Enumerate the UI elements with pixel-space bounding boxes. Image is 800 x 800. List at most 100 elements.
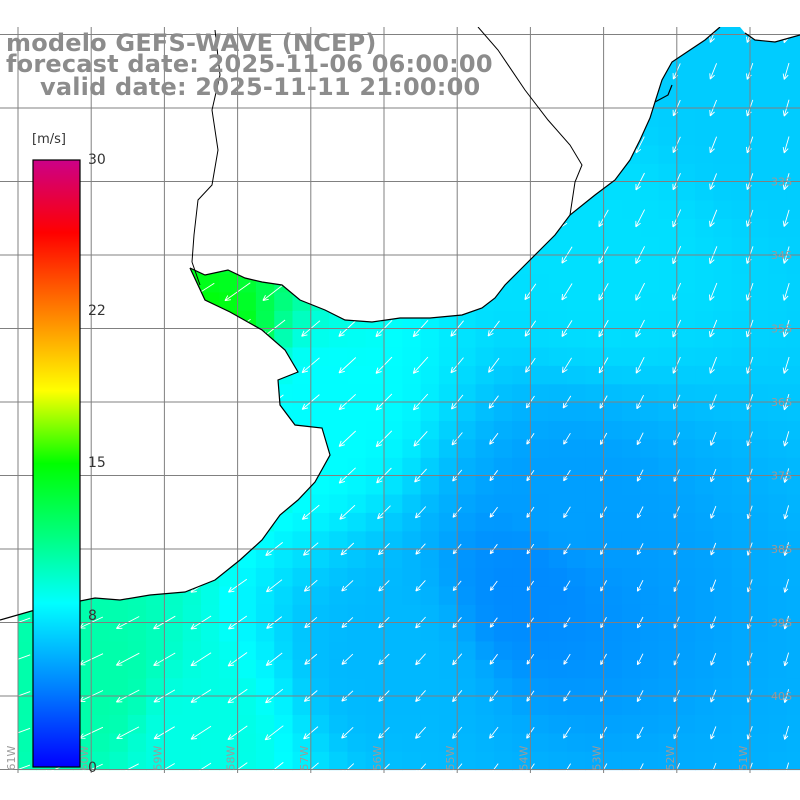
field-cell — [438, 640, 458, 660]
field-cell — [713, 714, 733, 734]
field-cell — [731, 493, 751, 513]
longitude-label: 60W — [78, 745, 91, 770]
field-cell — [567, 383, 586, 403]
field-cell — [347, 328, 367, 348]
field-cell — [384, 751, 403, 771]
field-cell — [365, 640, 385, 660]
field-cell — [402, 346, 422, 366]
field-cell — [219, 751, 239, 771]
field-cell — [274, 659, 294, 679]
field-cell — [530, 457, 550, 477]
field-cell — [146, 751, 165, 771]
field-cell — [713, 493, 733, 513]
field-cell — [585, 310, 605, 330]
field-cell — [658, 383, 678, 403]
field-cell — [438, 604, 458, 624]
field-cell — [713, 549, 733, 568]
wind-arrow — [782, 356, 790, 374]
field-cell — [768, 144, 788, 164]
field-cell — [750, 604, 769, 624]
field-cell — [731, 585, 751, 605]
field-cell — [384, 677, 403, 697]
wind-arrow — [339, 504, 356, 520]
field-cell — [548, 732, 568, 752]
field-cell — [768, 512, 788, 532]
field-cell — [182, 604, 202, 624]
field-cell — [713, 126, 733, 146]
field-cell — [768, 181, 788, 201]
field-cell — [127, 696, 147, 715]
field-cell — [365, 659, 385, 679]
field-cell — [713, 273, 733, 293]
field-cell — [658, 622, 678, 642]
field-cell — [457, 659, 477, 679]
field-cell — [310, 365, 330, 385]
field-cell — [621, 512, 641, 532]
longitude-label: 56W — [371, 745, 384, 770]
field-cell — [420, 549, 440, 568]
field-cell — [621, 732, 641, 752]
field-cell — [365, 567, 385, 587]
wind-arrow — [709, 209, 718, 228]
field-cell — [475, 549, 495, 568]
field-cell — [750, 549, 769, 568]
field-cell — [603, 493, 623, 513]
field-cell — [457, 677, 477, 697]
field-cell — [731, 291, 751, 311]
field-cell — [182, 696, 202, 715]
field-cell — [676, 163, 696, 183]
field-cell — [182, 714, 202, 734]
field-cell — [91, 659, 111, 679]
field-cell — [713, 622, 733, 642]
field-cell — [146, 604, 165, 624]
longitude-label: 51W — [737, 745, 750, 770]
field-cell — [109, 659, 129, 679]
field-cell — [219, 291, 239, 311]
field-cell — [384, 659, 403, 679]
field-cell — [512, 291, 531, 311]
field-cell — [585, 420, 605, 440]
field-cell — [255, 640, 275, 660]
field-cell — [567, 402, 586, 421]
field-cell — [768, 732, 788, 752]
field-cell — [640, 291, 660, 311]
field-cell — [365, 677, 385, 697]
field-cell — [512, 273, 531, 293]
field-cell — [676, 71, 696, 91]
latitude-label: 36S — [771, 396, 792, 409]
field-cell — [567, 604, 586, 624]
field-cell — [255, 677, 275, 697]
field-cell — [676, 567, 696, 587]
field-cell — [512, 622, 531, 642]
field-cell — [567, 218, 586, 238]
field-cell — [768, 549, 788, 568]
field-cell — [310, 659, 330, 679]
field-cell — [402, 383, 422, 403]
field-cell — [676, 273, 696, 293]
field-cell — [658, 751, 678, 771]
field-cell — [621, 696, 641, 715]
field-cell — [201, 696, 220, 715]
field-cell — [219, 677, 239, 697]
field-cell — [676, 604, 696, 624]
field-cell — [768, 475, 788, 495]
field-cell — [713, 34, 733, 54]
field-cell — [768, 457, 788, 477]
field-cell — [658, 255, 678, 274]
field-cell — [493, 732, 513, 752]
field-cell — [420, 696, 440, 715]
field-cell — [585, 291, 605, 311]
field-cell — [530, 493, 550, 513]
field-cell — [676, 659, 696, 679]
field-cell — [585, 585, 605, 605]
field-cell — [676, 475, 696, 495]
field-cell — [548, 457, 568, 477]
latitude-label: 37S — [771, 470, 792, 483]
field-cell — [255, 659, 275, 679]
wind-arrow — [341, 726, 354, 739]
field-cell — [676, 530, 696, 550]
field-cell — [676, 402, 696, 421]
field-cell — [786, 199, 800, 219]
field-cell — [530, 585, 550, 605]
field-cell — [640, 236, 660, 256]
